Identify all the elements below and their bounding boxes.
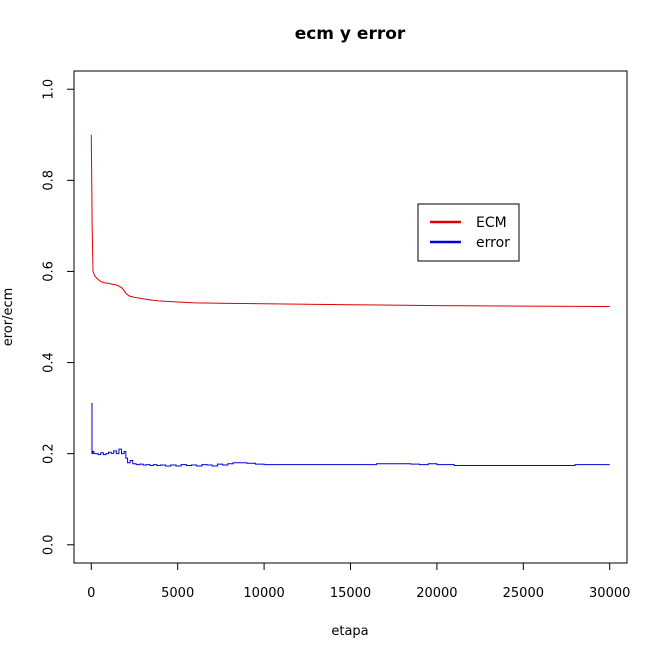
x-tick-label: 15000 (330, 586, 371, 601)
x-tick-label: 20000 (416, 586, 457, 601)
y-tick-label: 1.0 (42, 79, 57, 100)
y-axis-label: eror/ecm (1, 288, 16, 347)
y-tick-label: 0.8 (42, 170, 57, 191)
y-tick-label: 0.6 (42, 261, 57, 282)
legend-label-error: error (476, 235, 510, 251)
x-axis: 0 5000 10000 15000 20000 25000 30000 (87, 562, 630, 601)
chart-title: ecm y error (295, 24, 406, 44)
series-line-ecm (90, 134, 610, 308)
x-axis-label: etapa (331, 624, 368, 639)
legend-box (417, 203, 520, 262)
legend-label-ecm: ECM (476, 215, 507, 231)
legend: ECM error (417, 203, 520, 262)
series-line-error (91, 403, 610, 467)
x-tick-label: 0 (87, 586, 95, 601)
x-tick-label: 5000 (161, 586, 194, 601)
x-tick-label: 25000 (503, 586, 544, 601)
series-layer (90, 134, 610, 467)
x-tick-label: 30000 (589, 586, 630, 601)
y-tick-label: 0.2 (42, 443, 57, 464)
y-axis: 0.0 0.2 0.4 0.6 0.8 1.0 (42, 79, 75, 555)
y-tick-label: 0.0 (42, 534, 57, 555)
y-tick-label: 0.4 (42, 352, 57, 373)
x-tick-label: 10000 (243, 586, 284, 601)
